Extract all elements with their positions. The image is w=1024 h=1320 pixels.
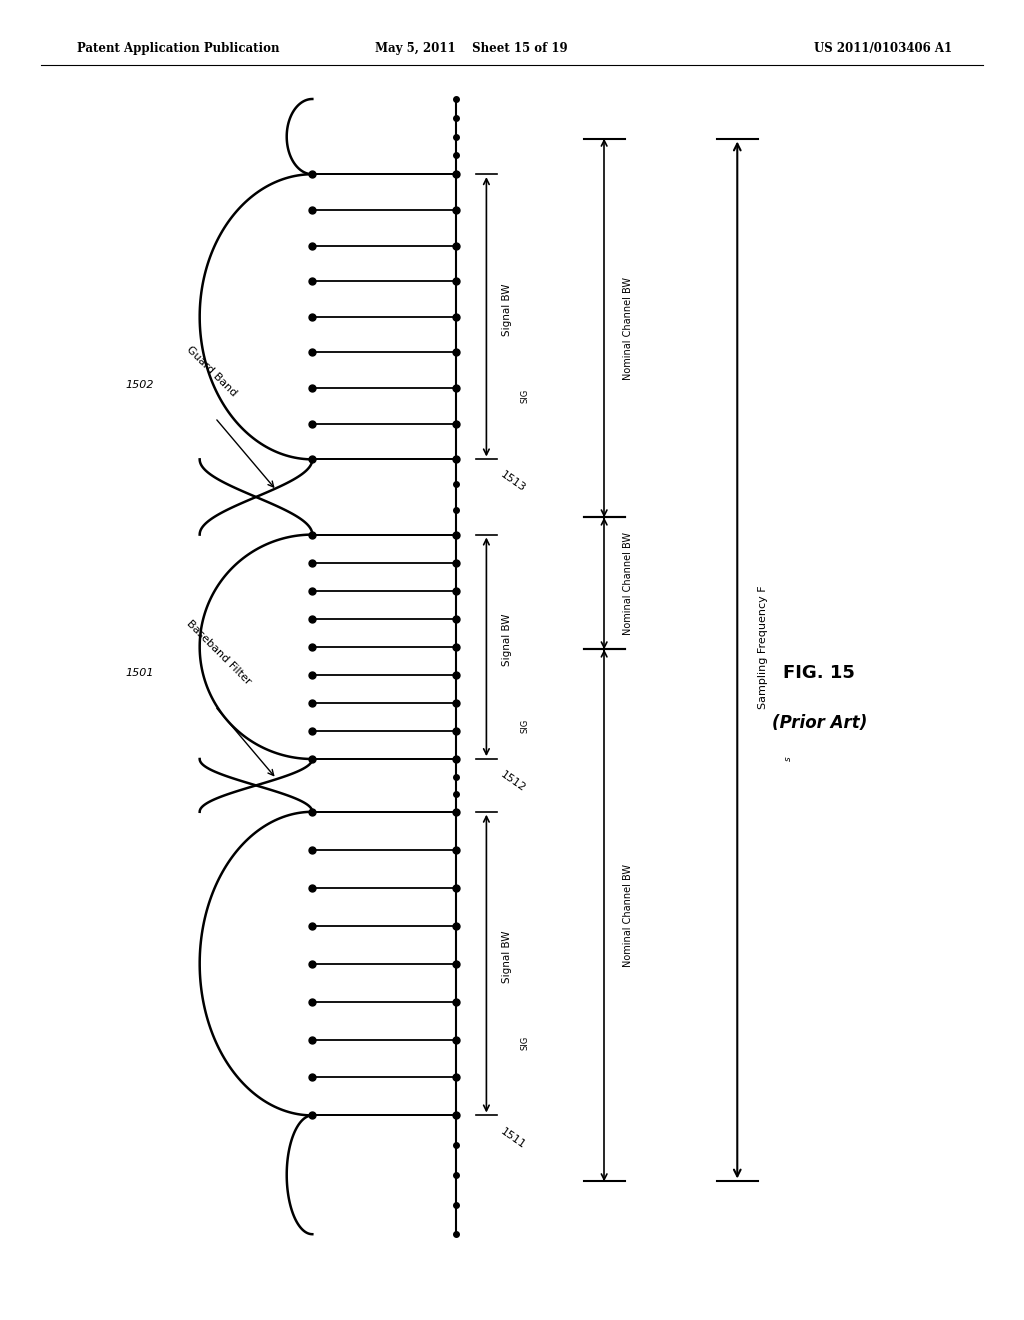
Text: SIG: SIG xyxy=(520,719,529,733)
Text: SIG: SIG xyxy=(520,389,529,403)
Text: FIG. 15: FIG. 15 xyxy=(783,664,855,682)
Text: Signal BW: Signal BW xyxy=(502,931,512,983)
Text: Baseband Filter: Baseband Filter xyxy=(184,618,253,686)
Text: Nominal Channel BW: Nominal Channel BW xyxy=(623,276,633,380)
Text: May 5, 2011    Sheet 15 of 19: May 5, 2011 Sheet 15 of 19 xyxy=(375,42,567,55)
Text: Nominal Channel BW: Nominal Channel BW xyxy=(623,532,633,635)
Text: Signal BW: Signal BW xyxy=(502,284,512,337)
Text: US 2011/0103406 A1: US 2011/0103406 A1 xyxy=(814,42,952,55)
Text: Patent Application Publication: Patent Application Publication xyxy=(77,42,280,55)
Text: Signal BW: Signal BW xyxy=(502,614,512,667)
Text: 1513: 1513 xyxy=(499,470,527,494)
Text: 1512: 1512 xyxy=(499,770,527,793)
Text: Sampling Frequency F: Sampling Frequency F xyxy=(758,585,768,709)
Text: s: s xyxy=(784,756,794,762)
Text: 1511: 1511 xyxy=(499,1126,527,1150)
Text: 1502: 1502 xyxy=(125,380,154,389)
Text: (Prior Art): (Prior Art) xyxy=(771,714,867,733)
Text: SIG: SIG xyxy=(520,1036,529,1049)
Text: 1501: 1501 xyxy=(125,668,154,678)
Text: Nominal Channel BW: Nominal Channel BW xyxy=(623,863,633,968)
Text: Guard Band: Guard Band xyxy=(184,345,239,399)
